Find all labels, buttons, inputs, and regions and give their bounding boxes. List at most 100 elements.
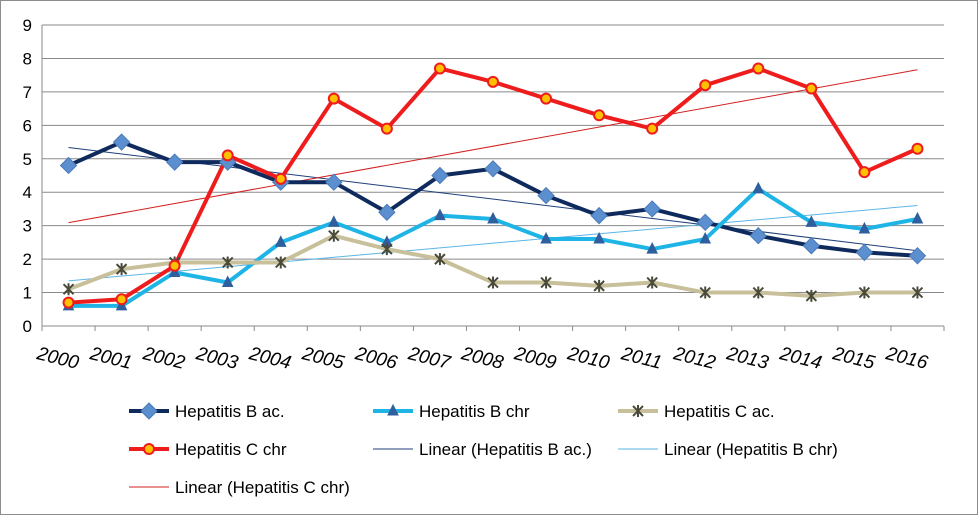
data-point [434, 253, 446, 266]
data-point [540, 276, 552, 289]
legend: Hepatitis B ac. Hepatitis B chr Hepatitis … [129, 402, 838, 497]
y-tick-label: 5 [23, 150, 32, 169]
data-point [805, 82, 818, 95]
x-tick-label: 2014 [777, 343, 824, 374]
series-lines [67, 66, 919, 308]
data-point [858, 166, 871, 179]
x-tick-label: 2001 [87, 343, 134, 374]
data-point [62, 296, 75, 309]
trendline [68, 147, 918, 252]
data-point [62, 283, 75, 296]
axes [41, 25, 945, 331]
legend-label: Hepatitis B ac. [175, 402, 285, 421]
data-point [699, 286, 711, 299]
data-point [540, 231, 552, 244]
data-point [855, 243, 874, 262]
data-point [593, 109, 606, 122]
data-point [590, 206, 608, 225]
data-point [484, 160, 502, 178]
data-point [487, 75, 499, 88]
x-tick-label: 2008 [458, 343, 505, 374]
x-tick-label: 2012 [671, 343, 718, 374]
data-point [805, 289, 818, 302]
data-point [540, 92, 553, 105]
data-point [221, 256, 234, 269]
data-point [699, 79, 712, 92]
legend-label: Linear (Hepatitis C chr) [175, 478, 350, 497]
x-tick-label: 2002 [140, 343, 187, 374]
data-point [752, 62, 765, 75]
data-point [112, 133, 131, 151]
data-point [593, 231, 605, 244]
x-tick-label: 2010 [564, 343, 611, 374]
x-tick-label: 2000 [34, 343, 81, 374]
y-tick-labels: 0 1 2 3 4 5 6 7 8 9 [23, 16, 32, 336]
data-point [327, 92, 340, 105]
data-point [858, 286, 871, 299]
x-tick-label: 2004 [246, 343, 293, 374]
y-tick-label: 9 [23, 16, 32, 35]
y-tick-label: 4 [23, 183, 32, 202]
data-point [221, 275, 234, 288]
data-point [911, 211, 924, 224]
data-point [802, 237, 821, 255]
y-tick-label: 3 [23, 217, 32, 236]
data-point [378, 203, 396, 221]
y-tick-label: 8 [23, 49, 32, 68]
data-point [911, 286, 924, 299]
legend-label: Linear (Hepatitis B chr) [664, 440, 838, 459]
y-tick-label: 1 [23, 284, 32, 303]
x-tick-label: 2007 [405, 343, 453, 374]
data-point [274, 235, 287, 247]
x-tick-label: 2016 [883, 343, 930, 374]
data-point [165, 153, 184, 171]
data-point [911, 142, 924, 155]
x-tick-labels: 2000 2001 2002 2003 2004 2005 2006 2007 2008 2009… [34, 343, 930, 374]
data-point [168, 259, 181, 272]
data-point [275, 256, 287, 269]
data-point [643, 200, 661, 218]
data-point [537, 186, 555, 205]
x-tick-label: 2006 [352, 343, 399, 374]
data-point [380, 122, 393, 135]
x-tick-label: 2011 [618, 343, 664, 374]
series-line [68, 66, 919, 305]
data-point [434, 208, 446, 221]
y-tick-label: 2 [23, 250, 32, 269]
data-point [593, 279, 605, 292]
legend-marker [143, 443, 155, 455]
data-point [487, 211, 499, 224]
data-point [59, 156, 78, 175]
data-point [325, 173, 343, 191]
data-point [805, 215, 818, 227]
data-point [908, 247, 927, 265]
data-point [752, 286, 765, 299]
legend-label: Hepatitis C ac. [664, 402, 775, 421]
legend-marker [140, 402, 158, 420]
series-markers [59, 62, 927, 311]
data-point [431, 166, 449, 185]
data-point [328, 229, 340, 242]
trendline [68, 69, 918, 224]
data-point [221, 149, 234, 162]
legend-marker [387, 403, 399, 416]
data-point [381, 243, 393, 256]
y-tick-label: 0 [23, 317, 32, 336]
x-tick-label: 2015 [830, 343, 877, 374]
x-tick-label: 2009 [511, 343, 558, 374]
data-point [328, 215, 340, 227]
data-point [115, 293, 128, 306]
data-point [646, 122, 659, 135]
legend-label: Hepatitis C chr [175, 440, 287, 459]
legend-label: Linear (Hepatitis B ac.) [419, 440, 592, 459]
legend-marker [632, 405, 644, 417]
data-point [696, 213, 714, 232]
x-tick-label: 2003 [193, 343, 240, 374]
y-tick-label: 7 [23, 83, 32, 102]
x-tick-label: 2005 [299, 343, 346, 374]
data-point [752, 181, 765, 194]
x-tick-label: 2013 [724, 343, 771, 374]
data-point [274, 172, 287, 185]
